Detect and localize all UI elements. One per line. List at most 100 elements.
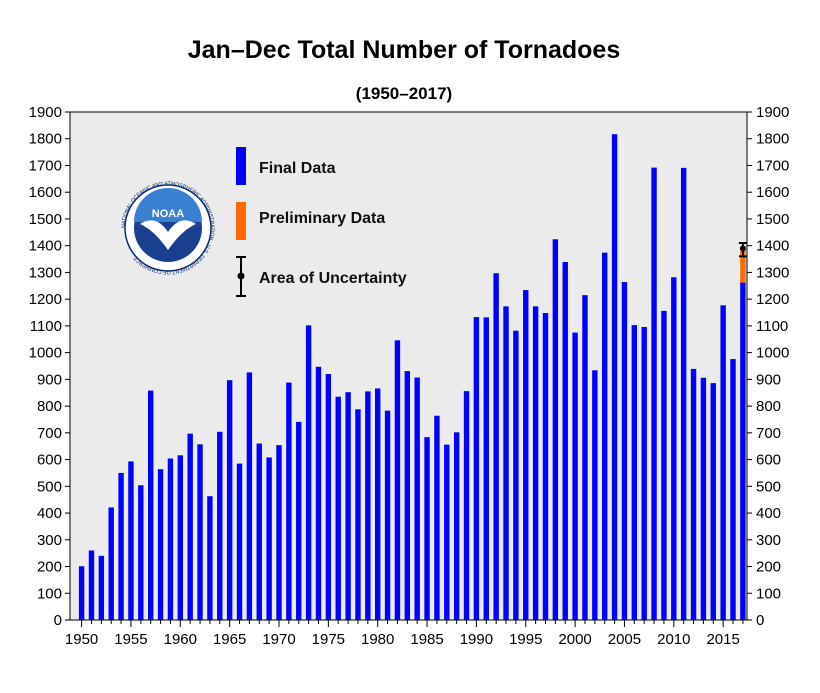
x-tick-label-2000: 2000	[558, 631, 591, 648]
bar-final-2005	[621, 282, 628, 620]
bar-final-1985	[424, 437, 430, 620]
y-tick-right-label-1700: 1700	[756, 157, 789, 174]
bar-final-1958	[157, 469, 164, 620]
y-tick-right-label-600: 600	[756, 452, 781, 469]
y-tick-right-label-1000: 1000	[756, 345, 789, 362]
y-tick-left-label-100: 100	[37, 585, 62, 602]
bar-final-2012	[690, 368, 697, 620]
x-tick-label-1980: 1980	[361, 631, 394, 648]
y-tick-right-label-1300: 1300	[756, 264, 789, 281]
legend: Final Data Preliminary Data Area of Unce…	[236, 147, 407, 297]
bar-final-2008	[651, 167, 657, 621]
bar-final-1974	[315, 366, 322, 620]
bar-final-1953	[108, 507, 114, 620]
y-tick-right-label-0: 0	[756, 612, 764, 629]
bar-final-1963	[207, 496, 213, 620]
bar-final-1967	[246, 372, 253, 620]
bar-final-2010	[671, 277, 677, 620]
bar-final-1957	[147, 390, 154, 620]
bar-final-2017	[740, 282, 746, 620]
x-tick-label-1965: 1965	[213, 631, 246, 648]
uncertainty-group	[738, 242, 747, 258]
bar-final-2001	[582, 295, 588, 620]
y-tick-right-label-400: 400	[756, 505, 781, 522]
bar-final-1972	[296, 421, 302, 620]
y-tick-right-label-1200: 1200	[756, 291, 789, 308]
bar-final-2004	[611, 134, 618, 620]
bar-final-1956	[138, 485, 144, 620]
y-tick-left-label-800: 800	[37, 398, 62, 415]
bar-final-1960	[177, 455, 183, 620]
y-tick-left-label-0: 0	[54, 612, 62, 629]
bar-final-1961	[187, 433, 193, 620]
bar-final-1975	[325, 374, 332, 620]
bar-final-1981	[384, 410, 391, 620]
bar-final-2011	[680, 167, 687, 620]
y-tick-left-label-1700: 1700	[29, 157, 62, 174]
x-tick-label-1975: 1975	[312, 631, 345, 648]
logo-text: NOAA	[152, 208, 184, 220]
bar-final-2006	[631, 325, 638, 620]
x-axis: 1950 1955 1960 1965 1970 1975 1980 1985 1990 1995…	[65, 620, 744, 648]
y-tick-right-label-1800: 1800	[756, 131, 789, 148]
bar-final-1962	[197, 444, 203, 620]
y-axis-left: 0 100 200 300 400 500 600 700 800 900 1000 1100 1200…	[29, 104, 70, 629]
bar-final-1986	[434, 415, 440, 620]
x-tick-label-1960: 1960	[164, 631, 197, 648]
bar-final-1969	[266, 457, 272, 620]
bar-final-1976	[335, 396, 341, 620]
y-tick-right-label-300: 300	[756, 532, 781, 549]
y-tick-right-label-1500: 1500	[756, 211, 789, 228]
bar-final-1964	[217, 431, 223, 620]
y-tick-left-label-900: 900	[37, 371, 62, 388]
x-tick-label-2010: 2010	[657, 631, 690, 648]
y-tick-left-label-400: 400	[37, 505, 62, 522]
bar-final-1993	[503, 306, 509, 620]
plot-frame	[69, 111, 748, 621]
x-tick-label-1985: 1985	[410, 631, 443, 648]
bar-final-1991	[483, 317, 489, 620]
x-tick-label-1990: 1990	[460, 631, 493, 648]
x-tick-label-1955: 1955	[114, 631, 147, 648]
y-tick-right-label-1600: 1600	[756, 184, 789, 201]
y-tick-left-label-1200: 1200	[29, 291, 62, 308]
x-tick-label-1970: 1970	[262, 631, 295, 648]
bar-final-1952	[98, 555, 105, 620]
bar-final-2014	[710, 383, 716, 620]
bar-final-1995	[523, 290, 529, 620]
noaa-logo: NATIONAL OCEANIC AND ATMOSPHERIC ADMINIS…	[121, 181, 215, 275]
y-tick-right-label-1100: 1100	[756, 318, 788, 335]
bar-final-2013	[700, 377, 707, 620]
bar-final-1955	[128, 461, 134, 620]
y-tick-left-label-1800: 1800	[29, 131, 62, 148]
y-tick-right-label-500: 500	[756, 478, 781, 495]
legend-swatch-preliminary	[236, 202, 246, 240]
bar-final-2016	[730, 359, 736, 620]
y-tick-right-label-100: 100	[756, 585, 781, 602]
y-tick-left-label-300: 300	[37, 532, 62, 549]
bar-final-1979	[365, 391, 371, 620]
bar-final-2003	[602, 252, 608, 620]
bar-final-1994	[513, 330, 519, 620]
y-tick-left-label-1000: 1000	[29, 345, 62, 362]
bar-final-1992	[493, 273, 499, 620]
bar-final-1954	[118, 472, 124, 620]
x-tick-label-2015: 2015	[706, 631, 739, 648]
bar-final-1977	[345, 392, 351, 620]
y-tick-left-label-600: 600	[37, 452, 62, 469]
bar-preliminary-2017	[740, 248, 746, 283]
bar-final-1950	[78, 566, 85, 620]
y-tick-left-label-1900: 1900	[29, 104, 62, 121]
bar-final-1984	[414, 377, 420, 620]
bars-group	[78, 134, 746, 621]
x-tick-label-2005: 2005	[608, 631, 641, 648]
y-tick-left-label-500: 500	[37, 478, 62, 495]
bar-final-2000	[572, 332, 578, 620]
bar-final-1996	[532, 306, 539, 620]
bar-final-1965	[226, 380, 233, 620]
bar-final-2007	[641, 326, 647, 620]
bar-final-1980	[375, 388, 381, 620]
bar-final-1959	[167, 458, 174, 620]
legend-label-preliminary: Preliminary Data	[259, 210, 385, 227]
